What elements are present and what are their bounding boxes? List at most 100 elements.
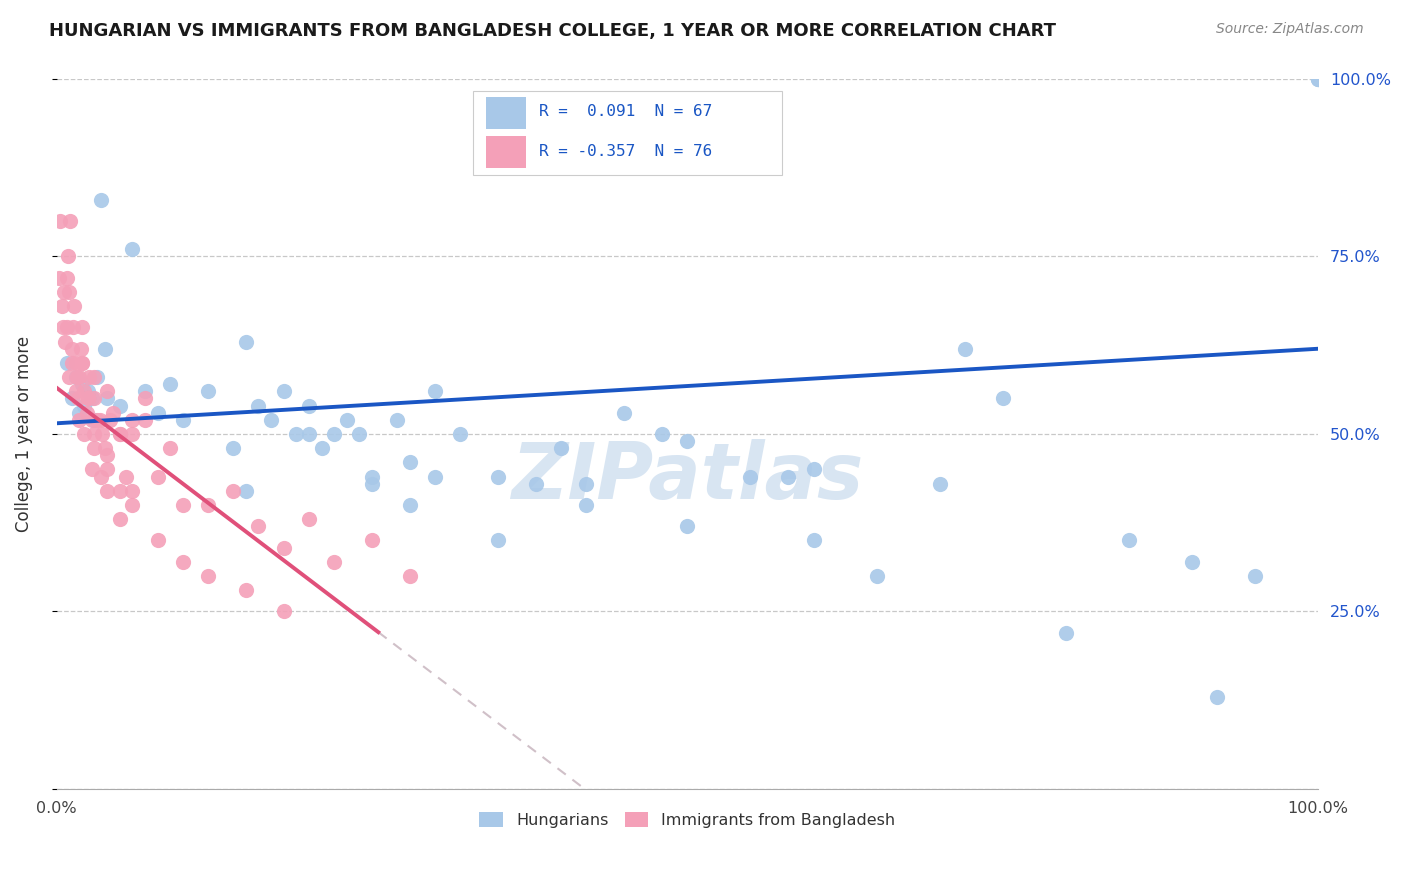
- Point: [1308, 72, 1330, 87]
- Point: [67, 392, 90, 406]
- Point: [222, 441, 245, 455]
- Point: [336, 413, 359, 427]
- Point: [197, 569, 219, 583]
- Point: [235, 483, 257, 498]
- Point: [197, 498, 219, 512]
- Point: [134, 413, 156, 427]
- Point: [387, 413, 409, 427]
- Point: [423, 384, 446, 399]
- Point: [778, 469, 800, 483]
- Point: [98, 413, 121, 427]
- Point: [121, 413, 143, 427]
- Point: [486, 533, 509, 548]
- Point: [298, 426, 321, 441]
- Point: [108, 426, 131, 441]
- Point: [89, 413, 111, 427]
- Point: [60, 342, 83, 356]
- Point: [58, 370, 80, 384]
- Point: [803, 533, 825, 548]
- Point: [108, 399, 131, 413]
- Point: [172, 498, 194, 512]
- Y-axis label: College, 1 year or more: College, 1 year or more: [15, 336, 32, 532]
- Point: [486, 469, 509, 483]
- Point: [73, 399, 96, 413]
- Point: [423, 469, 446, 483]
- Point: [67, 406, 90, 420]
- Point: [55, 320, 77, 334]
- Point: [83, 413, 105, 427]
- Point: [298, 399, 321, 413]
- Point: [298, 512, 321, 526]
- Point: [93, 342, 115, 356]
- Point: [49, 214, 72, 228]
- Point: [70, 356, 93, 370]
- Point: [91, 426, 114, 441]
- Point: [55, 270, 77, 285]
- Point: [93, 441, 115, 455]
- Point: [134, 392, 156, 406]
- Point: [449, 426, 471, 441]
- Point: [56, 250, 79, 264]
- Point: [65, 384, 87, 399]
- Point: [159, 377, 181, 392]
- Text: R = -0.357  N = 76: R = -0.357 N = 76: [538, 144, 711, 159]
- Point: [260, 413, 283, 427]
- Point: [803, 462, 825, 476]
- Point: [115, 469, 138, 483]
- Point: [108, 483, 131, 498]
- Text: Source: ZipAtlas.com: Source: ZipAtlas.com: [1216, 22, 1364, 37]
- Point: [96, 392, 118, 406]
- Point: [235, 334, 257, 349]
- Point: [80, 392, 103, 406]
- Point: [575, 476, 598, 491]
- Point: [96, 483, 118, 498]
- Point: [96, 384, 118, 399]
- Point: [51, 299, 73, 313]
- Point: [70, 377, 93, 392]
- Point: [60, 356, 83, 370]
- Point: [172, 413, 194, 427]
- Point: [865, 569, 887, 583]
- Point: [676, 434, 699, 448]
- Point: [80, 413, 103, 427]
- Point: [73, 384, 96, 399]
- Point: [676, 519, 699, 533]
- Point: [928, 476, 950, 491]
- Point: [399, 455, 422, 469]
- Point: [108, 512, 131, 526]
- Point: [86, 370, 108, 384]
- Point: [60, 392, 83, 406]
- Point: [235, 583, 257, 598]
- Point: [58, 285, 80, 299]
- Point: [90, 193, 112, 207]
- Point: [1206, 690, 1229, 704]
- Point: [83, 370, 105, 384]
- Point: [311, 441, 333, 455]
- Bar: [485, 136, 526, 168]
- Point: [96, 462, 118, 476]
- Point: [247, 399, 270, 413]
- Point: [953, 342, 976, 356]
- Point: [273, 384, 295, 399]
- Point: [121, 426, 143, 441]
- Point: [67, 413, 90, 427]
- Point: [70, 320, 93, 334]
- Point: [59, 214, 82, 228]
- Point: [159, 441, 181, 455]
- Point: [740, 469, 762, 483]
- Point: [48, 270, 70, 285]
- Point: [285, 426, 308, 441]
- Point: [77, 392, 100, 406]
- Point: [524, 476, 547, 491]
- Point: [1118, 533, 1140, 548]
- Point: [83, 441, 105, 455]
- Point: [108, 426, 131, 441]
- Bar: [485, 97, 526, 128]
- Point: [1244, 569, 1267, 583]
- Point: [1054, 625, 1077, 640]
- Point: [349, 426, 371, 441]
- Point: [65, 370, 87, 384]
- Point: [361, 469, 384, 483]
- Point: [651, 426, 673, 441]
- Point: [197, 384, 219, 399]
